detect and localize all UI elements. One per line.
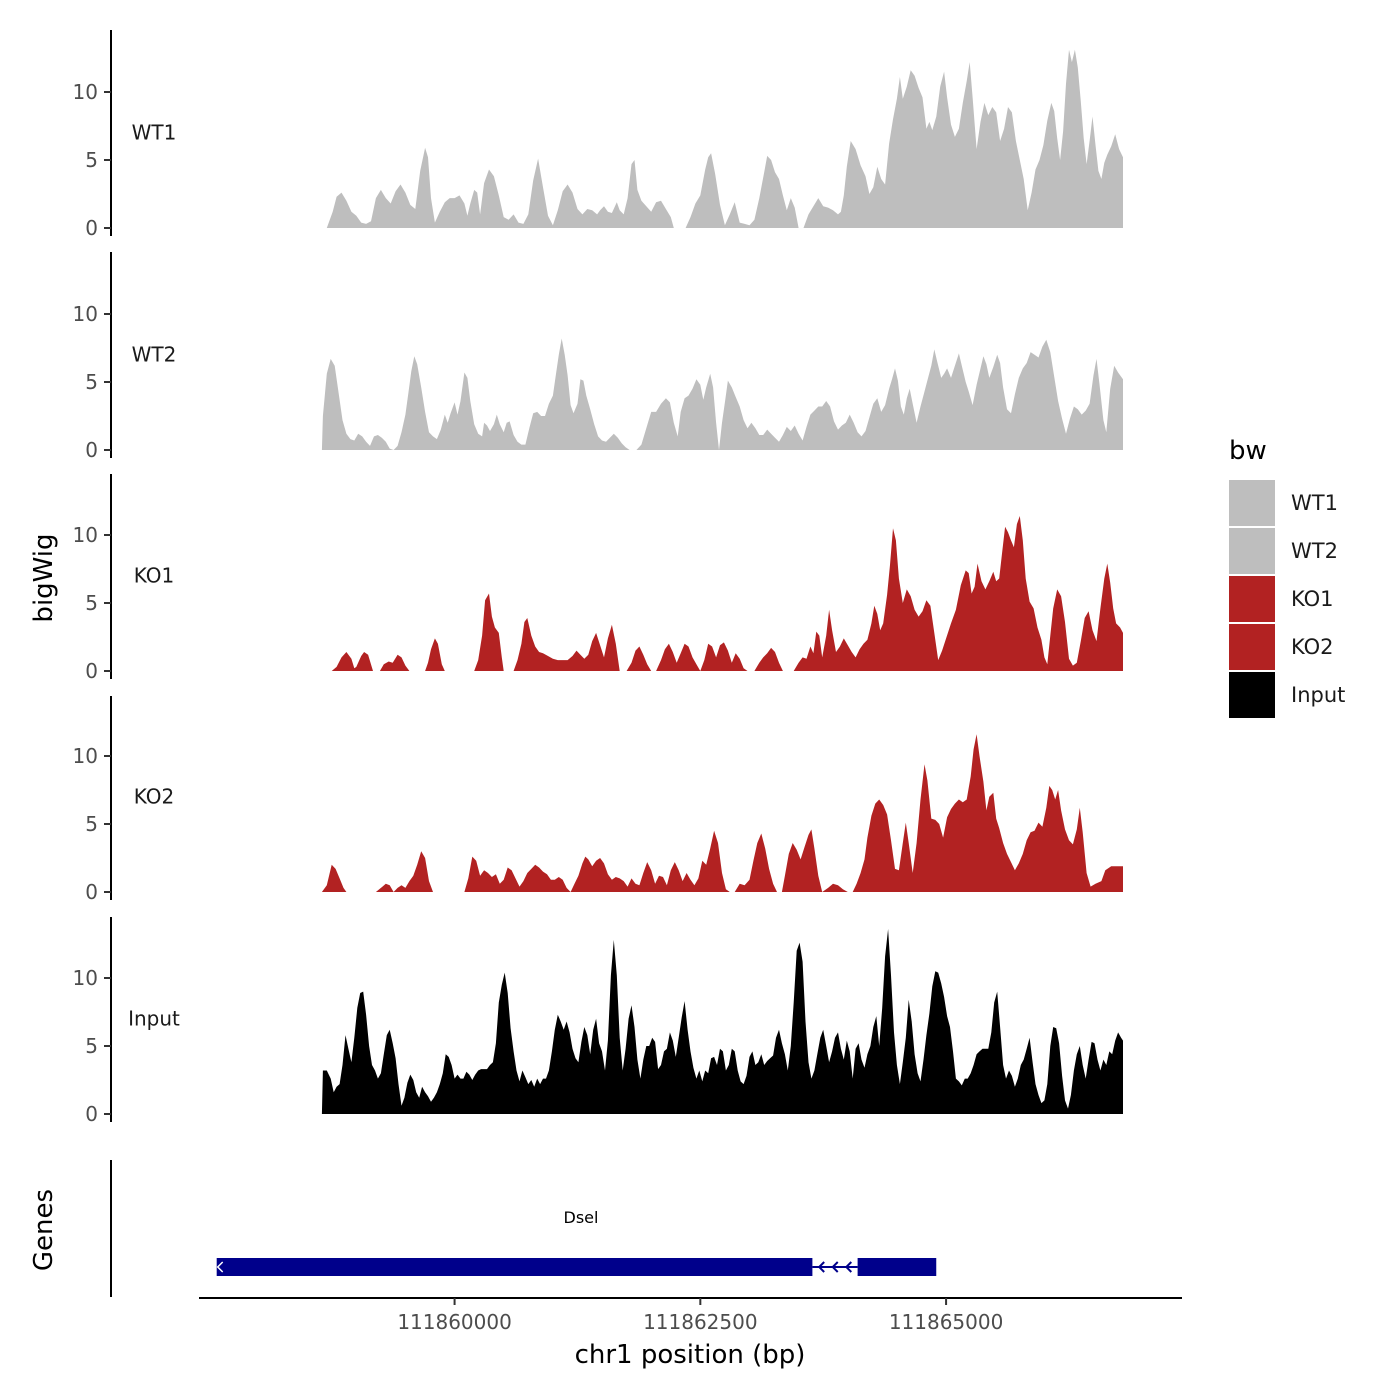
legend-label-wt1: WT1 [1291, 491, 1338, 515]
y-tick-label-ko2-5: 5 [85, 812, 98, 836]
legend-label-input: Input [1291, 683, 1345, 707]
coverage-area-wt2 [321, 338, 1123, 450]
legend: bw WT1 WT2 KO1 KO2 Input [1229, 436, 1345, 718]
y-tick-label-wt1-0: 0 [85, 216, 98, 240]
legend-swatch-wt1 [1229, 480, 1275, 526]
y-axis-group: 0 5 10 WT1 0 5 10 WT2 0 5 10 KO1 0 5 10 KO2 0 5 10 Input [73, 30, 180, 1126]
coverage-area-wt1 [326, 49, 1123, 228]
panel-label-input: Input [128, 1007, 180, 1031]
legend-swatch-wt2 [1229, 528, 1275, 574]
legend-label-ko2: KO2 [1291, 635, 1334, 659]
y-tick-label-wt1-10: 10 [73, 80, 98, 104]
x-tick-label-2: 111865000 [889, 1310, 1004, 1334]
y-tick-label-ko1-0: 0 [85, 659, 98, 683]
x-tick-label-0: 111860000 [397, 1310, 512, 1334]
legend-swatch-ko1 [1229, 576, 1275, 622]
legend-title: bw [1229, 436, 1267, 466]
legend-label-wt2: WT2 [1291, 539, 1338, 563]
y-tick-label-wt2-10: 10 [73, 302, 98, 326]
gene-label: Dsel [564, 1208, 599, 1227]
strand-arrow-3 [844, 1261, 853, 1273]
y-tick-label-wt1-5: 5 [85, 148, 98, 172]
x-tick-label-1: 111862500 [643, 1310, 758, 1334]
y-tick-label-ko1-10: 10 [73, 523, 98, 547]
legend-swatch-ko2 [1229, 624, 1275, 670]
strand-arrow-tip [216, 1261, 224, 1273]
y-tick-label-input-5: 5 [85, 1034, 98, 1058]
gene-exon-2 [857, 1258, 937, 1276]
gene-track: Dsel [110, 1160, 937, 1297]
strand-arrow-1 [817, 1261, 825, 1273]
y-tick-label-input-10: 10 [73, 966, 98, 990]
y-tick-label-ko2-0: 0 [85, 880, 98, 904]
y-tick-label-ko2-10: 10 [73, 744, 98, 768]
y-tick-label-wt2-5: 5 [85, 370, 98, 394]
coverage-area-ko1 [331, 516, 1123, 671]
x-axis: 111860000 111862500 111865000 chr1 positio… [199, 1297, 1182, 1370]
y-axis-title: bigWig [29, 533, 59, 622]
y-tick-label-input-0: 0 [85, 1102, 98, 1126]
genes-axis-title: Genes [29, 1189, 59, 1271]
panel-label-wt1: WT1 [132, 121, 177, 145]
coverage-area-ko2 [321, 734, 1123, 892]
panel-label-ko2: KO2 [134, 785, 175, 809]
gene-model [216, 1258, 937, 1276]
legend-swatch-input [1229, 672, 1275, 718]
panel-label-wt2: WT2 [132, 343, 177, 367]
coverage-area-input [321, 929, 1123, 1114]
panel-label-ko1: KO1 [134, 564, 175, 588]
coverage-tracks [321, 49, 1123, 1114]
y-tick-label-ko1-5: 5 [85, 591, 98, 615]
gene-exon-1 [216, 1258, 813, 1276]
x-axis-title: chr1 position (bp) [575, 1340, 806, 1370]
legend-label-ko1: KO1 [1291, 587, 1334, 611]
strand-arrow-2 [831, 1261, 839, 1273]
y-tick-label-wt2-0: 0 [85, 438, 98, 462]
